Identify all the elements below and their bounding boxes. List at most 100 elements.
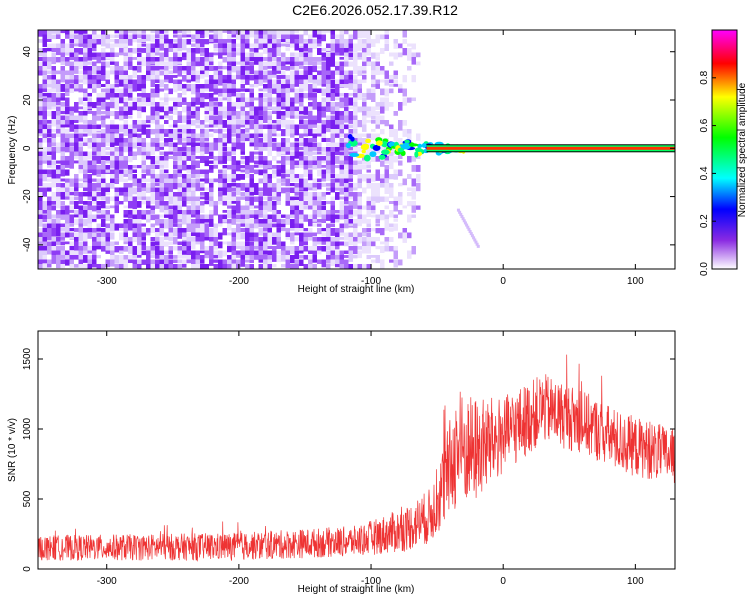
spectrogram-cell (96, 147, 101, 155)
spectrogram-cell (276, 246, 281, 249)
spectrogram-cell (182, 219, 187, 225)
spectrogram-cell (321, 84, 326, 87)
spectrogram-cell (182, 259, 187, 265)
spectrogram-cell (330, 142, 335, 150)
spectrogram-cell (177, 205, 182, 214)
spectrogram-cell (312, 138, 317, 142)
spectrogram-cell (312, 57, 317, 62)
spectrogram-cell (312, 196, 317, 201)
spectrogram-cell (308, 115, 313, 122)
spectrogram-cell (119, 39, 124, 44)
spectrogram-cell (60, 66, 65, 74)
spectrogram-cell (209, 250, 214, 257)
spectrogram-cell (308, 93, 313, 99)
spectrogram-cell (290, 66, 295, 70)
spectrogram-cell (101, 111, 106, 115)
spectrogram-cell (47, 30, 52, 36)
spectrogram-cell (380, 142, 385, 151)
spectrogram-cell (231, 61, 236, 71)
spectrogram-cell (353, 246, 358, 252)
spectrogram-cell (123, 48, 128, 53)
spectrogram-cell (164, 102, 169, 105)
spectrogram-cell (182, 201, 187, 207)
spectrogram-cell (74, 106, 79, 113)
spectrogram-cell (330, 205, 335, 210)
spectrogram-signal (345, 133, 675, 248)
spectrogram-cell (150, 138, 155, 147)
spectrogram-cell (366, 61, 371, 66)
spectrogram-cell (159, 106, 164, 113)
spectrogram-cell (182, 30, 187, 35)
spectrogram-cell (155, 115, 160, 123)
spectrogram-cell (357, 79, 362, 86)
spectrogram-cell (132, 201, 137, 210)
spectrogram-cell (362, 241, 367, 249)
spectrogram-cell (96, 183, 101, 188)
spectrogram-cell (249, 192, 254, 196)
spectrogram-cell (245, 156, 250, 164)
spectrogram-cell (249, 133, 254, 142)
spectrogram-cell (200, 52, 205, 57)
spectrogram-cell (245, 201, 250, 210)
spectrogram-cell (299, 255, 304, 259)
spectrogram-cell (312, 201, 317, 210)
spectrogram-cell (101, 246, 106, 252)
spectrogram-cell (240, 228, 245, 232)
spectrogram-cell (168, 115, 173, 121)
spectrogram-cell (321, 228, 326, 232)
spectrogram-cell (141, 237, 146, 241)
spectrogram-cell (123, 34, 128, 43)
spectrogram-cell (362, 228, 367, 237)
spectrogram-cell (137, 97, 142, 105)
spectrogram-cell (213, 241, 218, 249)
spectrogram-cell (371, 93, 376, 99)
spectrogram-cell (294, 147, 299, 155)
spectrogram-cell (195, 102, 200, 105)
spectrogram-cell (308, 70, 313, 75)
spectrogram-cell (137, 232, 142, 238)
colorbar-tick-label: 0.4 (699, 166, 710, 180)
spectrogram-cell (389, 84, 394, 87)
spectrogram-cell (357, 210, 362, 218)
spectrogram-cell (263, 210, 268, 215)
spectrogram-cell (141, 57, 146, 65)
spectrogram-cell (155, 219, 160, 226)
spectrogram-cell (177, 183, 182, 192)
spectrogram-cell (276, 79, 281, 88)
spectrogram-cell (110, 183, 115, 189)
spectrogram-cell (353, 264, 358, 269)
spectrogram-cell (164, 39, 169, 47)
spectrogram-cell (258, 201, 263, 209)
spectrogram-cell (65, 97, 70, 107)
spectrogram-cell (330, 129, 335, 136)
spectrogram-cell (209, 111, 214, 116)
spectrogram-cell (227, 70, 232, 79)
spectrogram-cell (276, 169, 281, 177)
spectrogram-cell (110, 43, 115, 53)
spectrogram-cell (362, 70, 367, 74)
spectrogram-cell (150, 174, 155, 181)
spectrogram-cell (92, 259, 97, 267)
spectrogram-cell (83, 97, 88, 101)
spectrogram-cell (249, 43, 254, 48)
spectrogram-cell (299, 219, 304, 226)
spectrogram-cell (96, 75, 101, 83)
spectrogram-cell (317, 34, 322, 41)
spectrogram-cell (245, 205, 250, 212)
spectrogram-cell (114, 192, 119, 201)
spectrogram-cell (78, 156, 83, 164)
spectrogram-cell (317, 133, 322, 137)
spectrogram-cell (110, 84, 115, 91)
spectrogram-cell (411, 246, 416, 255)
spectrogram-cell (222, 52, 227, 56)
spectrogram-cell (60, 232, 65, 241)
spectrogram-cell (344, 205, 349, 212)
spectrogram-cell (335, 52, 340, 56)
spectrogram-cell (78, 214, 83, 223)
spectrogram-cell (222, 178, 227, 184)
spectrogram-cell (209, 196, 214, 204)
spectrogram-cell (110, 241, 115, 247)
spectrogram-cell (362, 115, 367, 121)
spectrogram-cell (407, 48, 412, 55)
spectrogram-cell (204, 66, 209, 75)
